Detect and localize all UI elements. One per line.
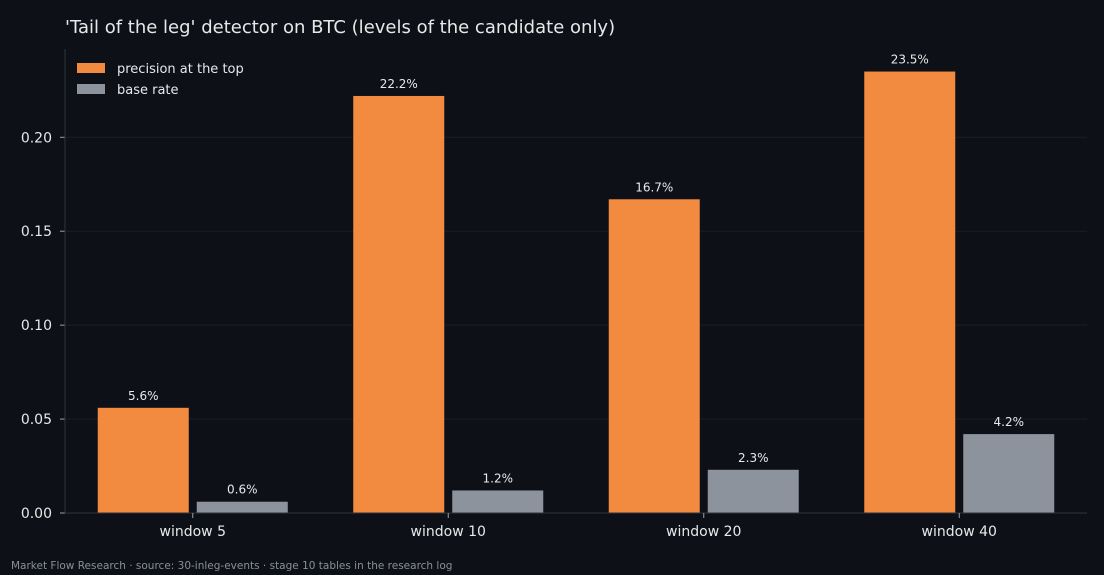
legend: precision at the top base rate — [77, 62, 244, 98]
bar-value-label: 1.2% — [483, 471, 514, 485]
bar-base-rate — [452, 490, 544, 513]
bar-precision — [864, 71, 956, 513]
bar-value-label: 22.2% — [380, 77, 418, 91]
y-tick-label: 0.10 — [21, 318, 52, 334]
legend-label: base rate — [117, 83, 179, 98]
axes-layer: 0.00 0.05 0.10 0.15 0.20 window 5 window 10 win… — [21, 49, 1087, 540]
y-tick-label: 0.20 — [21, 130, 52, 146]
x-tick-label: window 5 — [160, 524, 226, 540]
bar-value-label: 23.5% — [891, 53, 929, 67]
legend-swatch — [77, 63, 105, 73]
bar-value-label: 16.7% — [635, 180, 673, 194]
bar-value-label: 5.6% — [128, 389, 159, 403]
y-tick-label: 0.05 — [21, 412, 52, 428]
y-tick-label: 0.00 — [21, 506, 52, 522]
x-tick-label: window 20 — [666, 524, 741, 540]
bar-value-label: 2.3% — [738, 451, 769, 465]
bar-value-label: 4.2% — [994, 415, 1025, 429]
y-tick-label: 0.15 — [21, 224, 52, 240]
x-tick-label: window 10 — [411, 524, 486, 540]
bar-value-label: 0.6% — [227, 483, 258, 497]
bar-base-rate — [707, 469, 799, 513]
bar-base-rate — [963, 434, 1055, 513]
bars-layer: 5.6% 0.6% 22.2% 1.2% 16.7% 2.3% 23.5% 4.2% — [97, 53, 1055, 514]
legend-label: precision at the top — [117, 62, 244, 77]
legend-swatch — [77, 84, 105, 94]
bar-base-rate — [196, 501, 288, 513]
bar-precision — [608, 199, 700, 514]
chart-title: 'Tail of the leg' detector on BTC (level… — [65, 17, 615, 38]
bar-precision — [97, 407, 189, 513]
footer-source-note: Market Flow Research · source: 30-inleg-… — [11, 560, 453, 572]
bar-precision — [353, 95, 445, 513]
x-tick-label: window 40 — [922, 524, 997, 540]
